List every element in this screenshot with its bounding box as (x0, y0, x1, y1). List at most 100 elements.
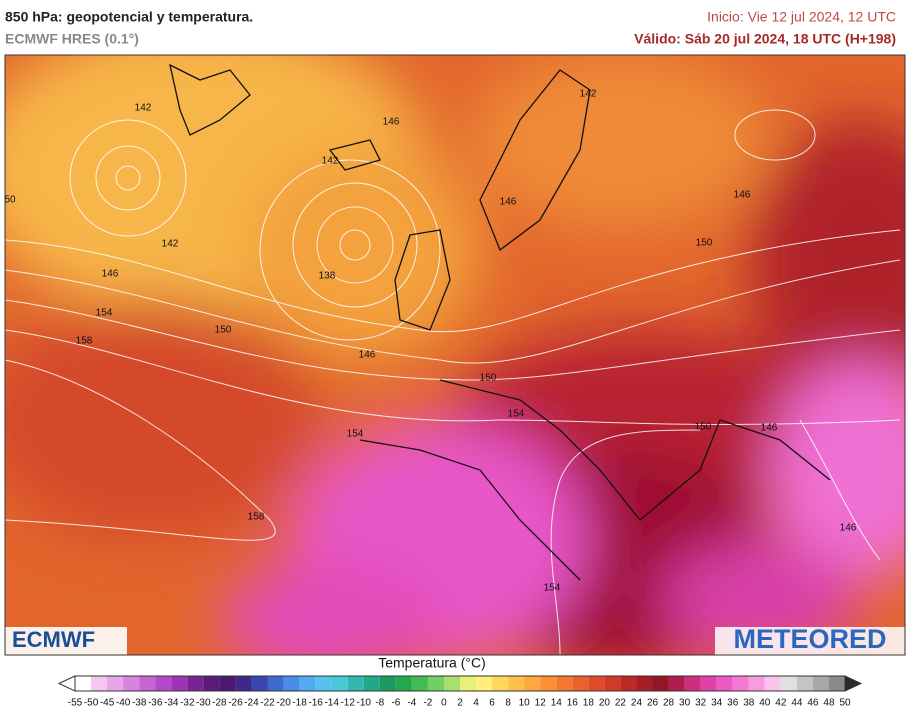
colorbar-tick-label: -16 (308, 698, 323, 709)
colorbar-title: Temperatura (°C) (378, 655, 486, 671)
colorbar-tick-label: 44 (791, 698, 803, 709)
colorbar-tick-label: -32 (180, 698, 195, 709)
colorbar-box (379, 676, 396, 691)
map-frame (4, 54, 906, 656)
colorbar-tick-label: 46 (807, 698, 819, 709)
colorbar-box (411, 676, 428, 691)
colorbar-box (812, 676, 829, 691)
colorbar-tick-label: 2 (457, 698, 463, 709)
colorbar-tick-label: -20 (276, 698, 291, 709)
colorbar-box (684, 676, 701, 691)
colorbar-tick-label: 14 (551, 698, 563, 709)
colorbar-tick-label: 34 (711, 698, 723, 709)
contour-label: 146 (359, 350, 376, 361)
colorbar-box (668, 676, 685, 691)
colorbar-box (139, 676, 156, 691)
colorbar-tick-label: -28 (212, 698, 227, 709)
colorbar-box (283, 676, 300, 691)
colorbar-tick-label: 42 (775, 698, 787, 709)
contour-label: 150 (215, 325, 232, 336)
colorbar-box (780, 676, 797, 691)
colorbar-box (540, 676, 557, 691)
colorbar-box (732, 676, 749, 691)
colorbar-tick-label: -8 (375, 698, 384, 709)
colorbar-box (716, 676, 733, 691)
colorbar-box (363, 676, 380, 691)
colorbar-box (572, 676, 589, 691)
colorbar-tick-label: 18 (583, 698, 595, 709)
colorbar-box (636, 676, 653, 691)
colorbar-tick-label: -50 (84, 698, 99, 709)
meteored-logo: METEORED (733, 624, 886, 654)
colorbar-tick-label: -18 (292, 698, 307, 709)
contour-label: 146 (734, 190, 751, 201)
colorbar-box (299, 676, 316, 691)
colorbar-box (588, 676, 605, 691)
contour-label: 154 (96, 308, 113, 319)
colorbar-box (604, 676, 621, 691)
colorbar-box (828, 676, 845, 691)
colorbar-box (492, 676, 509, 691)
contour-label: 158 (248, 512, 265, 523)
colorbar-tick-label: 12 (535, 698, 547, 709)
contour-label: 138 (319, 271, 336, 282)
colorbar-tick-label: 22 (615, 698, 627, 709)
ecmwf-logo: ECMWF (12, 627, 95, 652)
contour-label: 150 (695, 422, 712, 433)
colorbar-tick-label: 24 (631, 698, 643, 709)
colorbar-box (251, 676, 268, 691)
map: 142 142 146 142 146 146 142 150 146 138 154 150 158 1… (5, 55, 905, 655)
model: ECMWF HRES (0.1°) (5, 31, 139, 47)
colorbar-tick-label: 36 (727, 698, 739, 709)
colorbar-tick-label: 48 (823, 698, 835, 709)
colorbar-tick-label: 32 (695, 698, 707, 709)
contour-label: 154 (508, 409, 525, 420)
colorbar-tick-label: -22 (260, 698, 275, 709)
colorbar-box (219, 676, 236, 691)
colorbar-box (331, 676, 348, 691)
contour-label: 154 (347, 429, 364, 440)
colorbar-box (652, 676, 669, 691)
colorbar-tick-label: -40 (116, 698, 131, 709)
colorbar-tick-label: -4 (407, 698, 416, 709)
colorbar-box (700, 676, 717, 691)
colorbar-box (187, 676, 204, 691)
colorbar-box (203, 676, 220, 691)
colorbar-tick-label: -10 (357, 698, 372, 709)
contour-label: 142 (322, 156, 339, 167)
colorbar-tick-label: 16 (567, 698, 579, 709)
colorbar-tick-label: -34 (164, 698, 179, 709)
init-time: Inicio: Vie 12 jul 2024, 12 UTC (707, 9, 896, 25)
colorbar-tick-label: -14 (324, 698, 339, 709)
colorbar-box (508, 676, 525, 691)
colorbar-box (75, 676, 92, 691)
colorbar-box (171, 676, 188, 691)
colorbar-box (460, 676, 477, 691)
colorbar-tick-label: -45 (100, 698, 115, 709)
colorbar-box (315, 676, 332, 691)
contour-label: 154 (544, 583, 561, 594)
colorbar-box (524, 676, 541, 691)
contour-label: 146 (383, 117, 400, 128)
colorbar-tick-label: 38 (743, 698, 755, 709)
contour-label: 146 (500, 197, 517, 208)
colorbar-tick-label: -30 (196, 698, 211, 709)
colorbar-tick-label: -6 (391, 698, 400, 709)
colorbar-tick-label: -36 (148, 698, 163, 709)
colorbar-box (123, 676, 140, 691)
colorbar-box (347, 676, 364, 691)
title: 850 hPa: geopotencial y temperatura. (5, 9, 253, 25)
colorbar-tick-label: -24 (244, 698, 259, 709)
contour-label: 150 (480, 373, 497, 384)
colorbar-box (620, 676, 637, 691)
colorbar-tick-label: 8 (505, 698, 511, 709)
colorbar-tick-label: -55 (68, 698, 83, 709)
colorbar-tick-label: -12 (340, 698, 355, 709)
colorbar-box (796, 676, 813, 691)
colorbar-tick-label: 26 (647, 698, 659, 709)
contour-label: 150 (696, 238, 713, 249)
colorbar-tick-label: -38 (132, 698, 147, 709)
colorbar-tick-label: 50 (839, 698, 851, 709)
colorbar-tick-label: -26 (228, 698, 243, 709)
